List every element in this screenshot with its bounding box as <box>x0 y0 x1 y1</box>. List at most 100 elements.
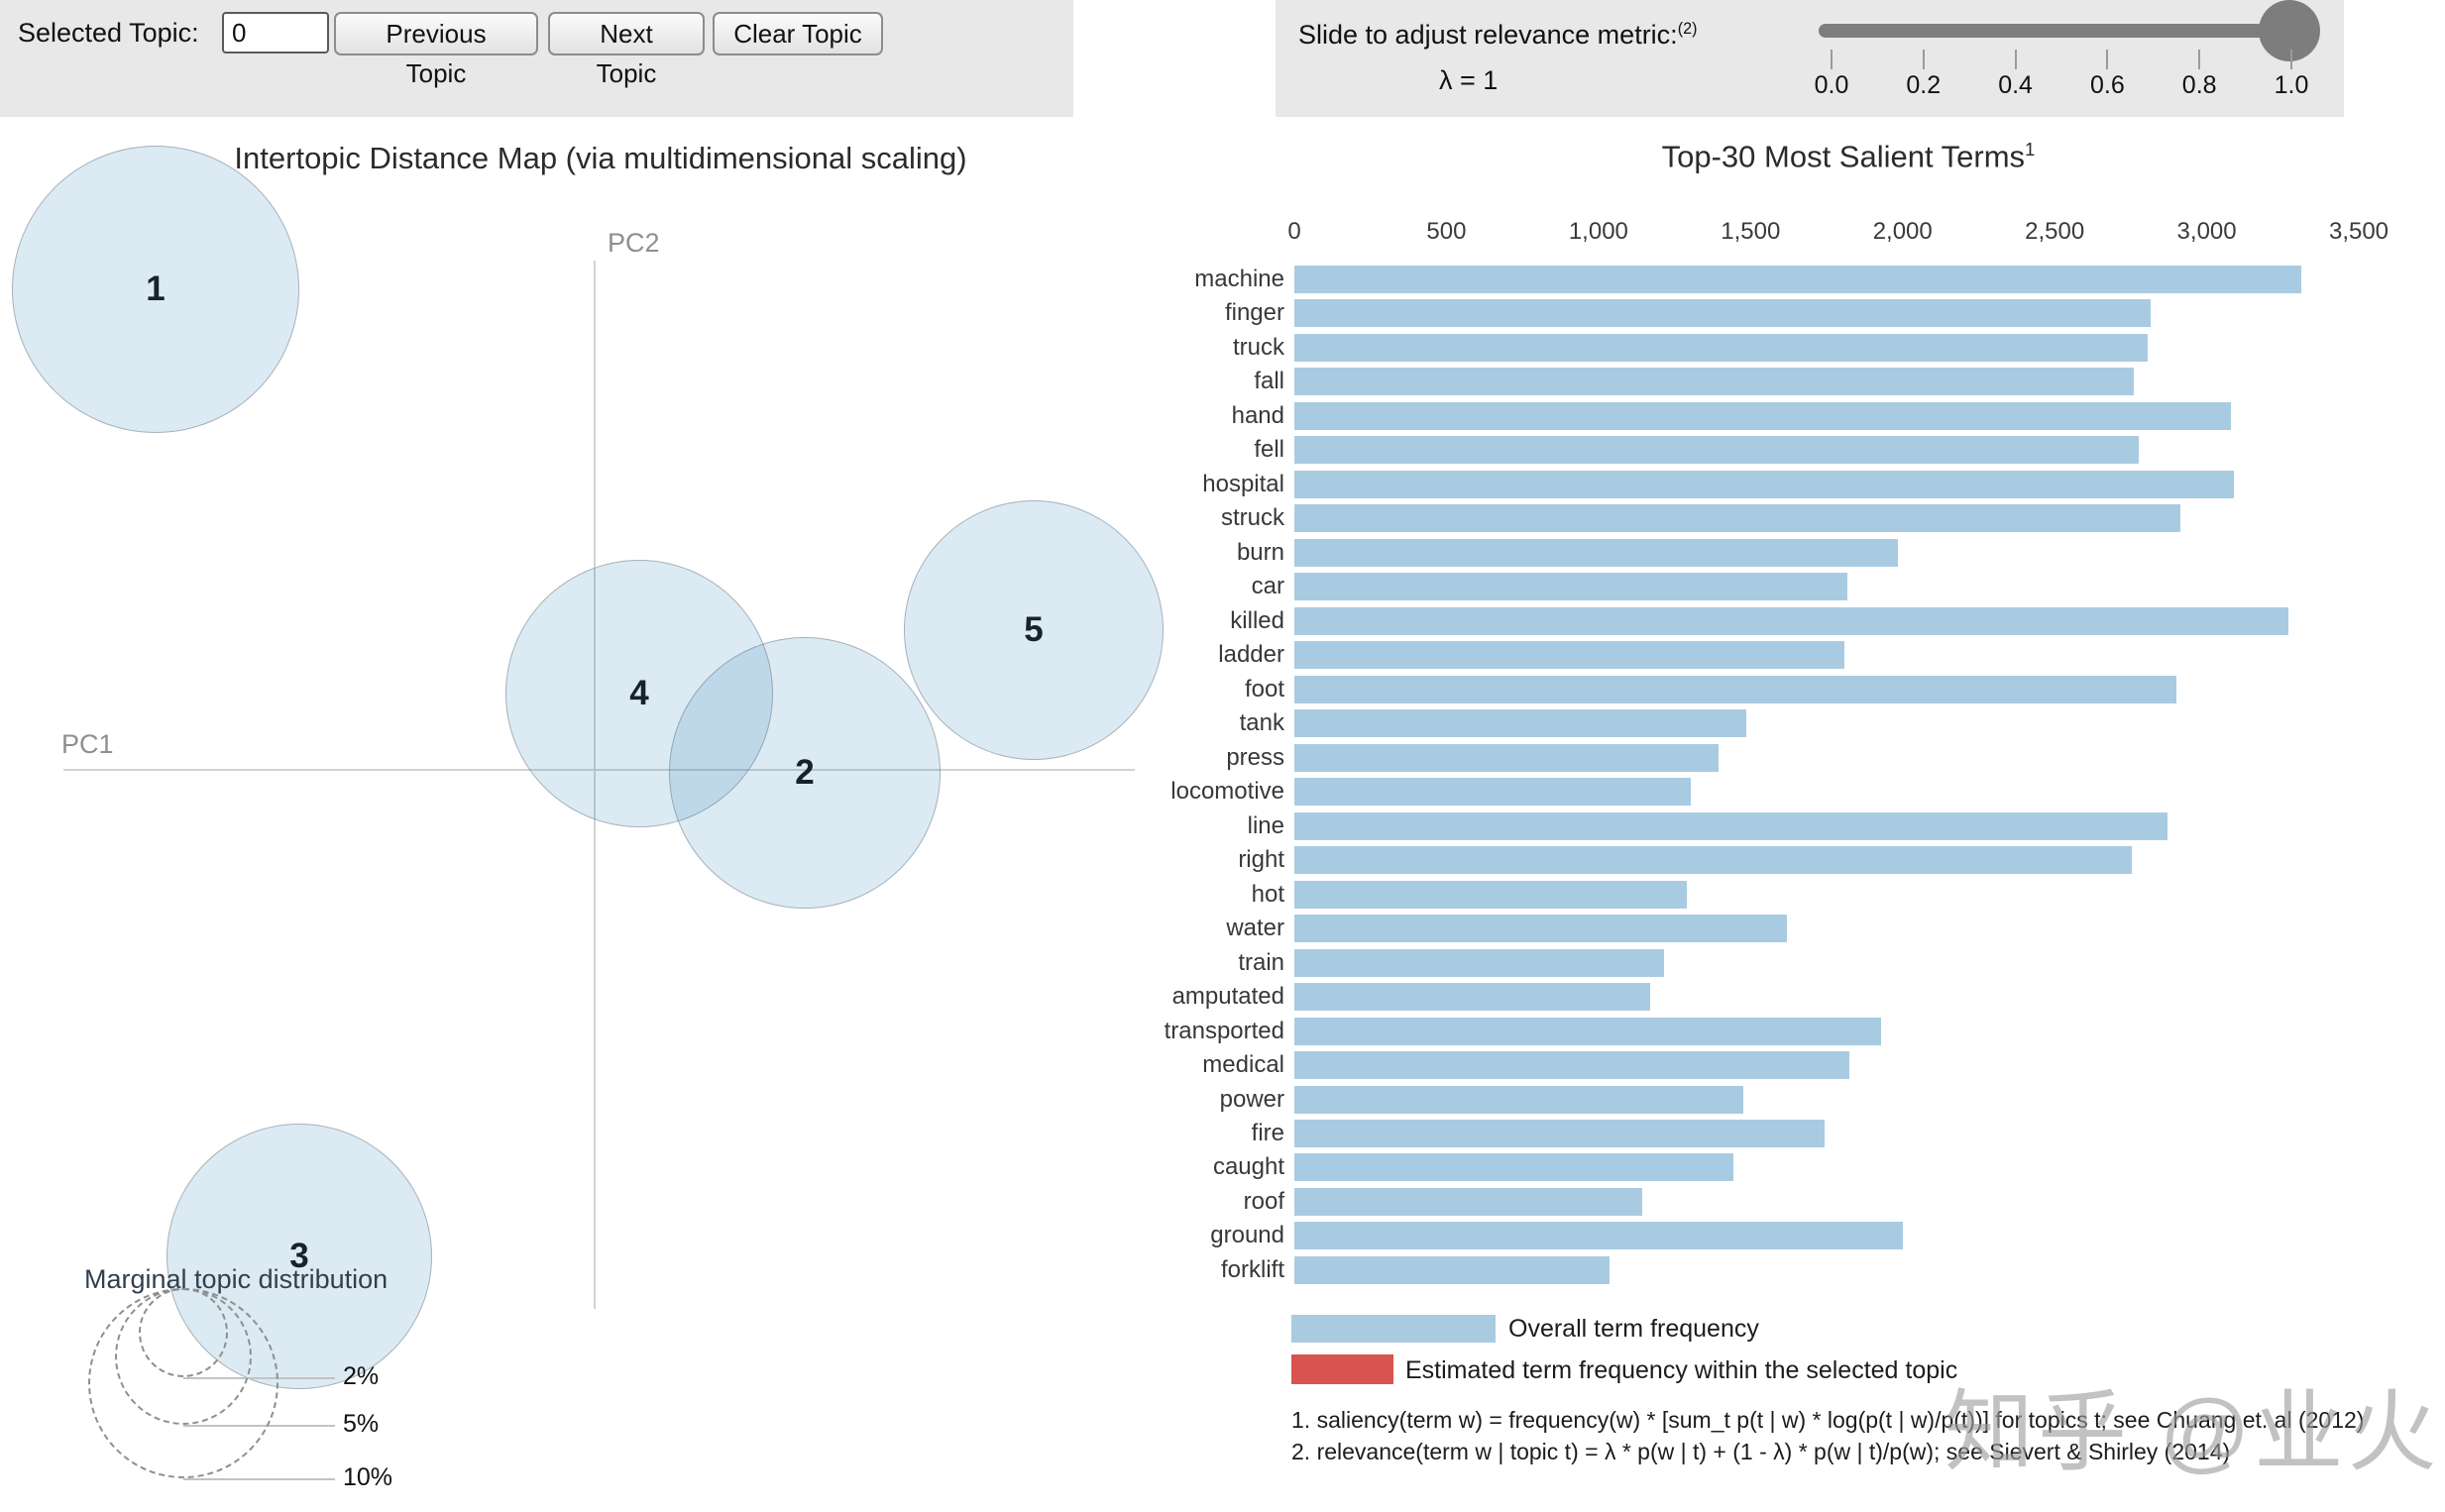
slider-tick-label: 1.0 <box>2274 71 2309 99</box>
x-axis-tick-label: 2,500 <box>2025 218 2085 245</box>
term-label[interactable]: line <box>1247 812 1284 839</box>
topic-number-label: 3 <box>289 1237 309 1275</box>
topic-circle-4[interactable]: 4 <box>505 560 773 827</box>
slider-tick-label: 0.8 <box>2181 71 2217 99</box>
term-label[interactable]: hospital <box>1202 471 1284 497</box>
term-label[interactable]: amputated <box>1171 983 1284 1010</box>
term-label[interactable]: hot <box>1251 881 1284 908</box>
term-bar[interactable] <box>1294 573 1847 600</box>
marginal-distribution-title: Marginal topic distribution <box>84 1264 389 1294</box>
term-label[interactable]: press <box>1226 744 1284 771</box>
term-bar[interactable] <box>1294 778 1691 806</box>
term-bar[interactable] <box>1294 504 2180 532</box>
marginal-percent-label: 2% <box>343 1362 380 1390</box>
topic-circle-5[interactable]: 5 <box>904 500 1164 760</box>
relevance-slider-track[interactable] <box>1819 24 2292 38</box>
slider-tick-mark <box>1831 50 1833 69</box>
term-label[interactable]: truck <box>1232 334 1284 361</box>
term-label[interactable]: hand <box>1231 402 1284 429</box>
term-bar[interactable] <box>1294 1256 1610 1284</box>
x-axis-tick-label: 3,000 <box>2176 218 2237 245</box>
term-bar[interactable] <box>1294 607 2288 635</box>
next-topic-button[interactable]: Next Topic <box>548 12 705 88</box>
marginal-percent-label: 10% <box>343 1463 393 1491</box>
clear-topic-button[interactable]: Clear Topic <box>713 12 883 55</box>
term-bar[interactable] <box>1294 983 1650 1011</box>
topic-circle-1[interactable]: 1 <box>12 146 299 433</box>
selected-topic-input[interactable] <box>222 12 329 54</box>
term-label[interactable]: machine <box>1194 266 1284 292</box>
term-bar[interactable] <box>1294 1086 1743 1114</box>
watermark-text: 知乎 @业火 <box>1945 1383 2441 1482</box>
x-axis-tick-label: 500 <box>1426 218 1467 245</box>
term-bar[interactable] <box>1294 1222 1903 1249</box>
legend-selected-label: Estimated term frequency within the sele… <box>1405 1356 1958 1384</box>
term-label[interactable]: forklift <box>1220 1256 1284 1283</box>
slider-tick-label: 0.0 <box>1814 71 1849 99</box>
barchart-title: Top-30 Most Salient Terms1 <box>1661 139 2036 174</box>
term-bar[interactable] <box>1294 436 2139 464</box>
term-bar[interactable] <box>1294 1153 1733 1181</box>
term-bar[interactable] <box>1294 1188 1642 1216</box>
term-bar[interactable] <box>1294 915 1787 942</box>
term-bar[interactable] <box>1294 812 2167 840</box>
term-bar[interactable] <box>1294 471 2234 498</box>
term-label[interactable]: right <box>1238 846 1284 873</box>
marginal-leader-line <box>183 1478 335 1480</box>
term-label[interactable]: tank <box>1239 709 1284 736</box>
slider-tick-label: 0.6 <box>2090 71 2125 99</box>
relevance-label: Slide to adjust relevance metric:(2) <box>1298 20 1698 50</box>
term-label[interactable]: locomotive <box>1170 778 1284 805</box>
term-label[interactable]: fall <box>1254 368 1284 394</box>
x-axis-tick-label: 1,500 <box>1721 218 1781 245</box>
term-bar[interactable] <box>1294 709 1746 737</box>
term-label[interactable]: car <box>1251 573 1284 599</box>
selected-topic-label: Selected Topic: <box>18 18 199 48</box>
term-label[interactable]: roof <box>1243 1188 1284 1215</box>
term-bar[interactable] <box>1294 266 2301 293</box>
term-bar[interactable] <box>1294 744 1719 772</box>
x-axis-tick-label: 0 <box>1287 218 1301 245</box>
term-label[interactable]: ladder <box>1218 641 1284 668</box>
term-label[interactable]: transported <box>1164 1018 1284 1044</box>
term-label[interactable]: water <box>1226 915 1284 941</box>
topic-number-label: 4 <box>629 674 649 712</box>
term-bar[interactable] <box>1294 1120 1825 1147</box>
term-label[interactable]: caught <box>1212 1153 1284 1180</box>
term-label[interactable]: train <box>1238 949 1284 976</box>
slider-tick-mark <box>1922 50 1925 69</box>
relevance-slider-handle[interactable] <box>2259 0 2320 61</box>
term-bar[interactable] <box>1294 881 1687 909</box>
term-label[interactable]: struck <box>1220 504 1284 531</box>
term-label[interactable]: foot <box>1244 676 1284 702</box>
term-bar[interactable] <box>1294 949 1664 977</box>
term-label[interactable]: finger <box>1224 299 1284 326</box>
term-bar[interactable] <box>1294 368 2134 395</box>
x-axis-tick-label: 3,500 <box>2328 218 2389 245</box>
term-label[interactable]: burn <box>1236 539 1284 566</box>
term-label[interactable]: killed <box>1230 607 1284 634</box>
slider-tick-mark <box>2106 50 2109 69</box>
term-label[interactable]: medical <box>1202 1051 1284 1078</box>
term-bar[interactable] <box>1294 299 2151 327</box>
footnote-relevance: 2. relevance(term w | topic t) = λ * p(w… <box>1291 1439 2231 1464</box>
term-bar[interactable] <box>1294 334 2148 362</box>
marginal-percent-label: 5% <box>343 1410 380 1438</box>
term-label[interactable]: ground <box>1210 1222 1284 1248</box>
term-bar[interactable] <box>1294 539 1898 567</box>
lambda-value-label: λ = 1 <box>1439 65 1499 95</box>
pc2-axis-label: PC2 <box>608 228 660 258</box>
term-bar[interactable] <box>1294 1051 1849 1079</box>
term-bar[interactable] <box>1294 1018 1881 1045</box>
term-bar[interactable] <box>1294 846 2132 874</box>
term-label[interactable]: power <box>1219 1086 1284 1113</box>
term-label[interactable]: fell <box>1254 436 1284 463</box>
term-bar[interactable] <box>1294 402 2231 430</box>
slider-tick-mark <box>2198 50 2201 69</box>
term-bar[interactable] <box>1294 641 1844 669</box>
previous-topic-button[interactable]: Previous Topic <box>334 12 538 88</box>
term-label[interactable]: fire <box>1251 1120 1284 1146</box>
term-bar[interactable] <box>1294 676 2176 703</box>
x-axis-tick-label: 2,000 <box>1872 218 1933 245</box>
